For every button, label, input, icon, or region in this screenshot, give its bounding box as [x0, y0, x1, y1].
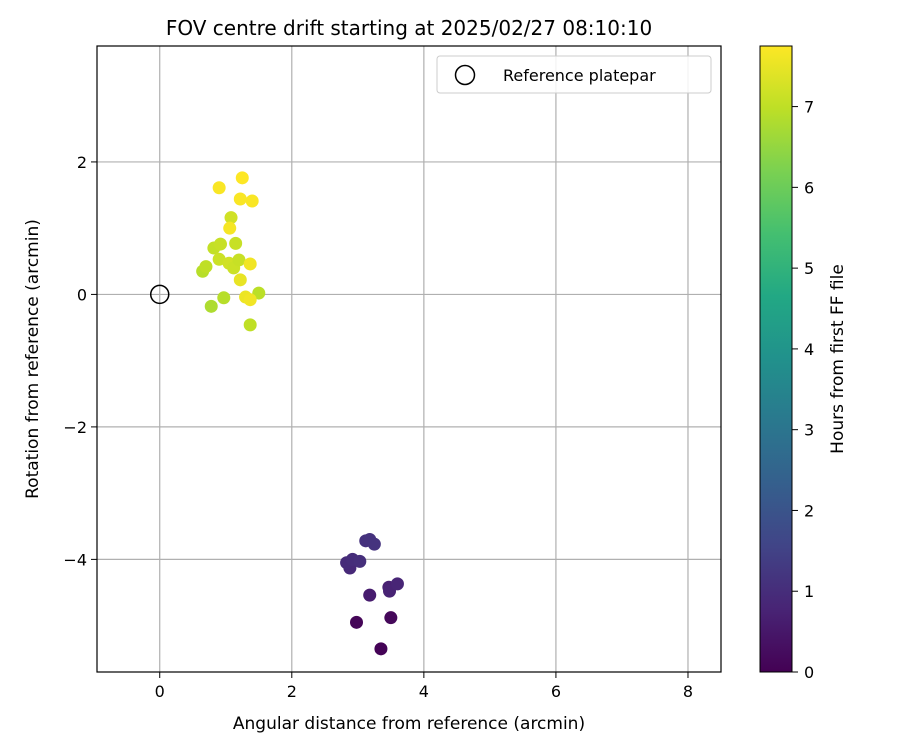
drift-point — [243, 318, 257, 332]
legend: Reference platepar — [436, 55, 712, 94]
x-tick-label: 8 — [683, 682, 693, 701]
drift-point — [232, 253, 246, 267]
colorbar-tick-label: 6 — [804, 178, 814, 197]
drift-point — [243, 257, 257, 271]
drift-point — [374, 642, 388, 656]
colorbar-gradient — [759, 45, 793, 673]
drift-point — [390, 577, 404, 591]
grid-lines — [97, 46, 721, 672]
y-axis-ticks: −4 −2 0 2 — [63, 153, 97, 569]
y-tick-label: −2 — [63, 418, 87, 437]
y-tick-label: 2 — [77, 153, 87, 172]
drift-point — [235, 171, 249, 185]
legend-entry-reference-platepar: Reference platepar — [503, 66, 656, 85]
drift-point — [243, 293, 257, 307]
data-points — [196, 171, 404, 656]
colorbar-tick-label: 7 — [804, 98, 814, 117]
drift-point — [353, 554, 367, 568]
drift-point — [213, 237, 227, 251]
colorbar-label: Hours from first FF file — [828, 264, 848, 454]
chart-title: FOV centre drift starting at 2025/02/27 … — [166, 16, 652, 40]
reference-platepar-marker — [149, 284, 170, 305]
colorbar: 0 1 2 3 4 5 6 7 Hours from first FF file — [759, 45, 848, 682]
colorbar-tick-label: 0 — [804, 663, 814, 682]
colorbar-ticks: 0 1 2 3 4 5 6 7 — [792, 98, 814, 682]
y-tick-label: 0 — [77, 285, 87, 304]
drift-point — [217, 291, 231, 305]
drift-point — [212, 181, 226, 195]
colorbar-tick-label: 3 — [804, 421, 814, 440]
drift-point — [367, 537, 381, 551]
drift-point — [229, 236, 243, 250]
y-axis-label: Rotation from reference (arcmin) — [23, 219, 43, 499]
x-tick-label: 4 — [419, 682, 429, 701]
drift-point — [223, 221, 237, 235]
colorbar-tick-label: 5 — [804, 259, 814, 278]
drift-point — [363, 588, 377, 602]
colorbar-tick-label: 1 — [804, 582, 814, 601]
drift-point — [384, 611, 398, 625]
drift-point — [199, 260, 213, 274]
plot-area — [96, 45, 722, 673]
drift-point — [233, 273, 247, 287]
drift-point — [350, 615, 364, 629]
y-tick-label: −4 — [63, 550, 87, 569]
colorbar-tick-label: 4 — [804, 340, 814, 359]
legend-reference-marker — [454, 64, 476, 86]
x-tick-label: 0 — [155, 682, 165, 701]
drift-point — [245, 194, 259, 208]
x-tick-label: 2 — [287, 682, 297, 701]
drift-point — [204, 299, 218, 313]
x-axis-ticks: 0 2 4 6 8 — [155, 672, 693, 701]
drift-point — [224, 211, 238, 225]
x-axis-label: Angular distance from reference (arcmin) — [233, 714, 585, 734]
x-tick-label: 6 — [551, 682, 561, 701]
colorbar-tick-label: 2 — [804, 501, 814, 520]
legend-box — [436, 55, 712, 94]
drift-point — [233, 192, 247, 206]
drift-point — [212, 252, 226, 266]
